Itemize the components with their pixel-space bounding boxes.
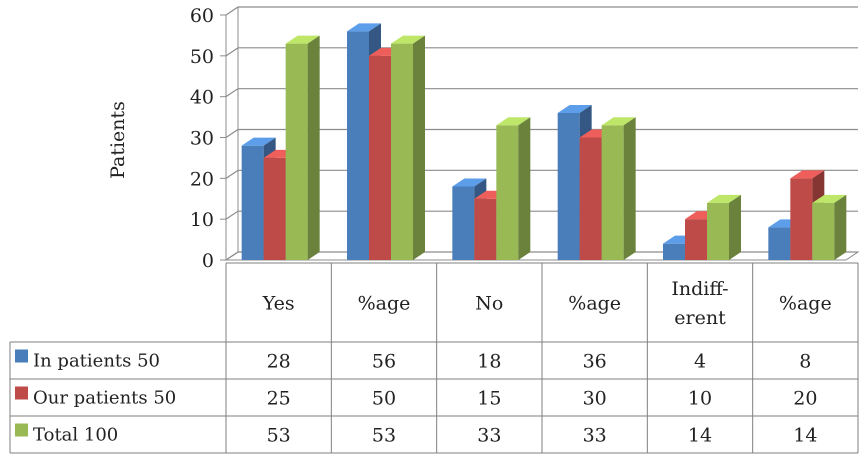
category-label: erent: [674, 307, 726, 329]
bar: [812, 194, 847, 260]
data-label: 20: [793, 388, 817, 410]
bar: [391, 35, 425, 261]
y-tick-label: 0: [202, 250, 214, 272]
y-tick-label: 10: [190, 209, 214, 231]
gridline: [225, 88, 858, 98]
y-tick-label: 40: [190, 87, 214, 109]
data-label: 15: [477, 388, 501, 410]
category-label: %age: [568, 293, 621, 315]
gridline: [225, 251, 858, 261]
legend-label: Our patients 50: [33, 388, 176, 409]
data-label: 33: [477, 425, 501, 447]
gridline: [225, 47, 858, 57]
data-label: 50: [372, 388, 396, 410]
bar: [601, 117, 636, 260]
gridline: [225, 169, 858, 179]
chart-walls: [224, 7, 860, 261]
data-label: 30: [583, 388, 607, 410]
category-label: Indiff-: [671, 278, 728, 300]
gridline: [225, 210, 858, 220]
y-tick-label: 50: [190, 46, 214, 68]
data-label: 18: [477, 351, 501, 373]
y-tick-label: 20: [190, 168, 214, 190]
data-label: 4: [694, 351, 706, 373]
bar: [496, 117, 531, 260]
data-label: 53: [267, 425, 291, 447]
category-label: Yes: [262, 293, 295, 315]
gridline: [225, 6, 858, 16]
bars: [241, 23, 847, 261]
data-label: 56: [372, 351, 396, 373]
legend-label: In patients 50: [33, 351, 160, 372]
gridlines: [220, 6, 858, 261]
chart-floor: [224, 251, 860, 261]
category-label: %age: [779, 293, 832, 315]
y-tick-label: 60: [190, 5, 214, 27]
gridline: [225, 128, 858, 138]
category-label: %age: [358, 293, 411, 315]
bar: [707, 194, 741, 260]
legend-swatch: [15, 423, 28, 437]
y-axis-label: Patients: [107, 101, 129, 179]
data-label: 36: [583, 351, 607, 373]
y-tick-label: 30: [190, 128, 214, 150]
bar: [285, 35, 320, 261]
data-label: 8: [799, 351, 811, 373]
y-axis-ticks: 0 10 20 30 40 50 60: [190, 5, 214, 272]
data-label: 33: [583, 425, 607, 447]
legend-label: Total 100: [33, 425, 118, 446]
data-label: 14: [688, 425, 712, 447]
data-label: 25: [267, 388, 291, 410]
legend-swatch: [15, 386, 28, 400]
data-label: 14: [793, 425, 817, 447]
category-label: No: [475, 293, 503, 315]
data-label: 53: [372, 425, 396, 447]
data-label: 10: [688, 388, 712, 410]
data-table: Yes %age No %age Indiff-erent %age In patients…: [9, 262, 859, 454]
data-label: 28: [267, 351, 291, 373]
legend-swatch: [15, 349, 28, 363]
